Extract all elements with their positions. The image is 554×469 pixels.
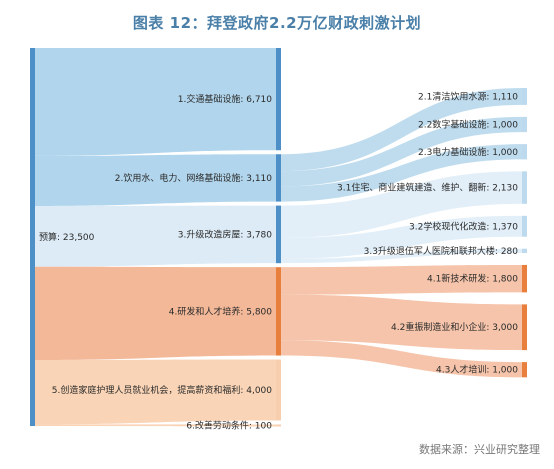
node-label-sub-5: 3.3升级退伍军人医院和联邦大楼: 280 <box>364 245 519 257</box>
link-2-to-sub-0 <box>281 88 522 172</box>
sankey-labels: 预算: 23,500 1.交通基础设施: 6,710 2.饮用水、电力、网络基础设施… <box>39 90 518 431</box>
link-total-to-2 <box>35 154 276 206</box>
node-bar-sub-0 <box>522 88 527 105</box>
link-4-to-sub-6 <box>281 264 522 295</box>
node-label-sub-1: 2.2数字基础设施: 1,000 <box>418 119 518 131</box>
node-bar-3 <box>276 205 281 264</box>
link-3-to-sub-4 <box>281 215 522 259</box>
node-label-sub-8: 4.3人才培训: 1,000 <box>436 364 518 376</box>
node-label-sub-0: 2.1清洁饮用水源: 1,110 <box>418 90 518 102</box>
link-total-to-1 <box>35 48 276 156</box>
link-total-to-5 <box>35 359 276 425</box>
node-label-sub-7: 4.2重振制造业和小企业: 3,000 <box>391 321 518 333</box>
node-label-total: 预算: 23,500 <box>39 231 95 243</box>
sankey-links <box>35 48 522 427</box>
node-bar-4 <box>276 267 281 356</box>
data-source-note: 数据来源：兴业研究整理 <box>419 443 540 456</box>
node-bar-sub-4 <box>522 215 527 237</box>
node-bar-5 <box>276 359 281 421</box>
node-bar-sub-7 <box>522 304 527 351</box>
sankey-nodes <box>30 48 527 427</box>
node-bar-sub-6 <box>522 264 527 293</box>
node-label-1: 1.交通基础设施: 6,710 <box>178 93 273 105</box>
node-bar-sub-2 <box>522 144 527 160</box>
node-label-sub-6: 4.1新技术研发: 1,800 <box>427 273 518 285</box>
node-label-sub-4: 3.2学校现代化改造: 1,370 <box>409 220 518 232</box>
link-4-to-sub-7 <box>281 294 522 351</box>
node-bar-1 <box>276 48 281 151</box>
node-label-sub-2: 2.3电力基础设施: 1,000 <box>418 146 518 158</box>
node-label-4: 4.研发和人才培养: 5,800 <box>169 305 273 317</box>
node-bar-total <box>30 48 35 426</box>
node-label-5: 5.创造家庭护理人员就业机会，提高薪资和福利: 4,000 <box>52 384 273 396</box>
node-bar-6 <box>276 424 281 427</box>
link-total-to-4 <box>35 266 276 361</box>
node-label-sub-3: 3.1住宅、商业建筑建造、维护、翻新: 2,130 <box>337 182 518 194</box>
node-bar-sub-8 <box>522 362 527 378</box>
link-2-to-sub-1 <box>281 116 522 187</box>
node-bar-2 <box>276 154 281 202</box>
node-bar-sub-1 <box>522 116 527 133</box>
chart-title: 图表 12：拜登政府2.2万亿财政刺激计划 <box>132 14 422 32</box>
link-3-to-sub-3 <box>281 171 522 239</box>
node-label-2: 2.饮用水、电力、网络基础设施: 3,110 <box>115 172 273 184</box>
link-2-to-sub-2 <box>281 144 522 202</box>
link-4-to-sub-8 <box>281 340 522 378</box>
node-label-3: 3.升级改造房屋: 3,780 <box>178 228 273 240</box>
node-bar-sub-3 <box>522 171 527 204</box>
node-bar-sub-5 <box>522 248 527 253</box>
node-label-6: 6.改善劳动条件: 100 <box>186 419 272 431</box>
link-3-to-sub-5 <box>281 248 522 264</box>
link-total-to-3 <box>35 205 276 267</box>
link-total-to-6 <box>35 424 276 427</box>
